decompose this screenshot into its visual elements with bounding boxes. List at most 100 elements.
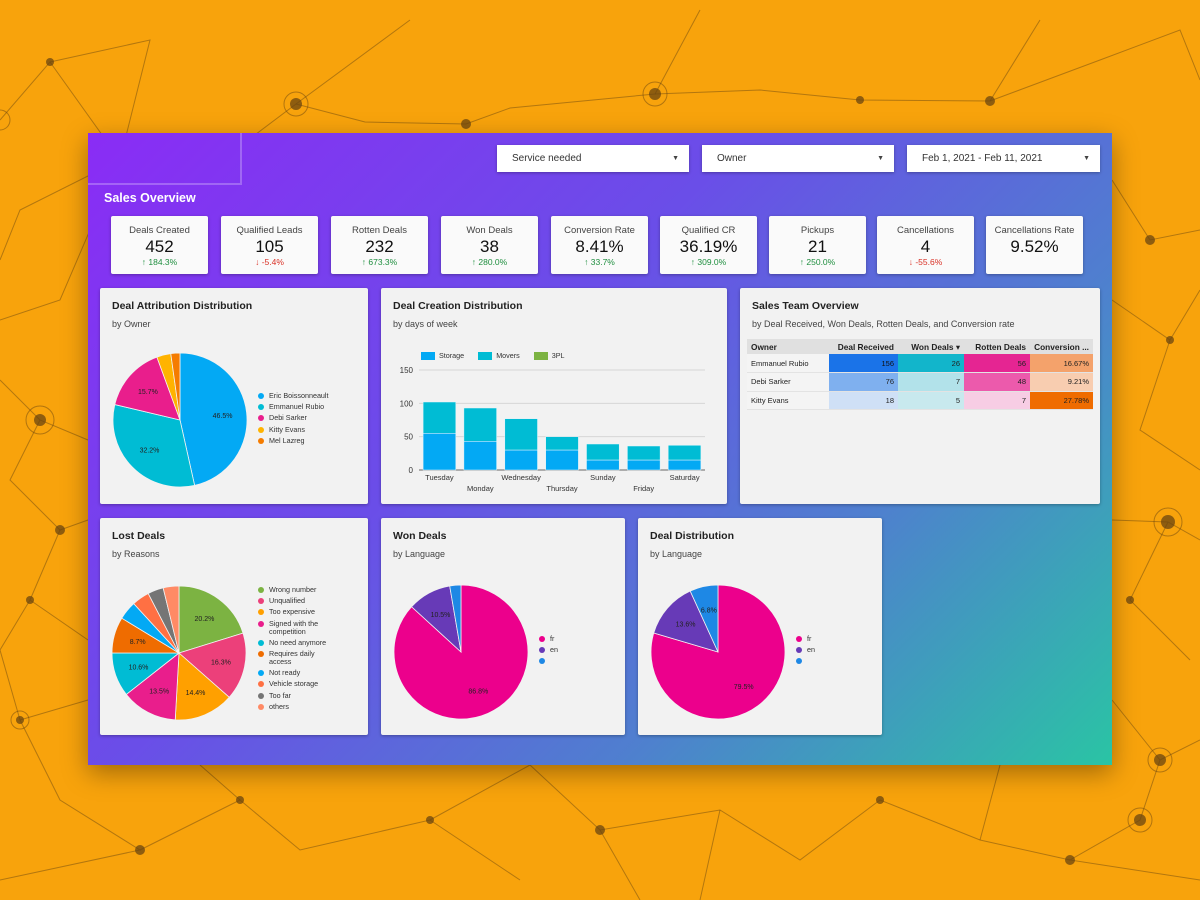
kpi-deals-created[interactable]: Deals Created 452 ↑ 184.3% [111, 216, 208, 274]
legend-item[interactable]: Eric Boissonneault [258, 392, 329, 400]
pie-slice[interactable] [449, 584, 462, 653]
arrow-down-icon: ↓ [908, 257, 913, 267]
legend-item[interactable]: Mel Lazreg [258, 436, 329, 445]
kpi-delta-value: -5.4% [261, 257, 284, 267]
legend-item[interactable]: Unqualified [258, 597, 366, 605]
owner-filter-dropdown[interactable]: Owner ▼ [702, 145, 894, 172]
bar-segment[interactable] [586, 443, 620, 461]
legend-item[interactable]: Vehicle storage [258, 680, 366, 688]
bar-segment[interactable] [667, 445, 702, 461]
kpi-value: 21 [808, 237, 827, 256]
cell-won-deals: 26 [898, 354, 964, 373]
kpi-won-deals[interactable]: Won Deals 38 ↑ 280.0% [441, 216, 538, 274]
legend-item[interactable] [539, 657, 558, 665]
bar-segment[interactable] [627, 445, 661, 461]
table-row[interactable]: Emmanuel Rubio 156 26 56 16.67% [747, 354, 1093, 373]
bar-segment[interactable] [586, 459, 620, 471]
column-header-conversion[interactable]: Conversion ... [1030, 339, 1093, 354]
service-filter-dropdown[interactable]: Service needed ▼ [497, 145, 689, 172]
pie-slice[interactable] [112, 404, 196, 488]
legend-item[interactable]: others [258, 702, 366, 711]
pie-slice[interactable] [650, 584, 786, 720]
legend-item[interactable]: Requires daily access [258, 649, 366, 666]
arrow-up-icon: ↑ [799, 257, 805, 267]
table-row[interactable]: Kitty Evans 18 5 7 27.78% [747, 391, 1093, 410]
kpi-value: 8.41% [575, 237, 624, 256]
cell-rotten-deals: 7 [964, 391, 1030, 410]
pie-chart-won-deals[interactable]: 86.8% 10.5% [381, 518, 625, 735]
legend-item[interactable]: Debi Sarker [258, 414, 329, 422]
kpi-rotten-deals[interactable]: Rotten Deals 232 ↑ 673.3% [331, 216, 428, 274]
pie-slice[interactable] [170, 352, 181, 421]
legend-item[interactable]: fr [539, 635, 558, 643]
bar-segment[interactable] [545, 449, 579, 471]
bar-segment[interactable] [463, 441, 497, 471]
pie-slice[interactable] [689, 584, 719, 653]
date-range-label: Feb 1, 2021 - Feb 11, 2021 [922, 153, 1043, 164]
kpi-value: 105 [255, 237, 284, 256]
legend-dot [258, 639, 264, 646]
pie-chart-attribution[interactable]: 46.5% 32.2% 15.7% [100, 288, 368, 504]
kpi-delta: ↑ 184.3% [111, 257, 208, 267]
table-row[interactable]: Debi Sarker 76 7 48 9.21% [747, 372, 1093, 392]
legend-item[interactable]: Storage [421, 352, 464, 360]
kpi-label: Pickups [800, 225, 835, 236]
kpi-cancellations-rate[interactable]: Cancellations Rate 9.52% [986, 216, 1083, 274]
date-range-picker[interactable]: Feb 1, 2021 - Feb 11, 2021 ▼ [907, 145, 1100, 172]
legend-item[interactable]: Too far [258, 691, 366, 700]
legend-item[interactable]: fr [796, 635, 815, 643]
column-header-owner[interactable]: Owner [747, 339, 829, 354]
legend-item[interactable]: en [539, 646, 558, 654]
pie-chart-lost-deals[interactable]: 20.2% 16.3% 14.4% 13.5% 10.6% 8.7% [100, 518, 368, 735]
pie-slice[interactable] [178, 632, 247, 698]
pie-slice[interactable] [162, 585, 180, 654]
legend-dot [258, 670, 264, 677]
sales-team-table: Owner Deal Received Won Deals ▾ Rotten D… [747, 339, 1093, 410]
legend-item[interactable]: Not ready [258, 669, 366, 677]
pie-slice[interactable] [114, 356, 181, 421]
legend-item[interactable]: Signed with the competition [258, 619, 366, 636]
kpi-pickups[interactable]: Pickups 21 ↑ 250.0% [769, 216, 866, 274]
cell-conversion: 27.78% [1030, 391, 1093, 410]
kpi-qualified-cr[interactable]: Qualified CR 36.19% ↑ 309.0% [660, 216, 757, 274]
legend-item[interactable]: No need anymore [258, 638, 366, 647]
legend-item[interactable]: 3PL [533, 352, 565, 360]
kpi-value: 232 [365, 237, 394, 256]
pie-slice[interactable] [125, 652, 180, 721]
bar-segment[interactable] [545, 436, 579, 451]
pie-chart-deal-distribution[interactable]: 79.5% 13.6% 6.8% [638, 518, 882, 735]
legend-item[interactable]: Too expensive [258, 608, 366, 616]
pie-slice[interactable] [174, 652, 230, 721]
pie-slice[interactable] [179, 352, 248, 486]
bar-segment[interactable] [504, 418, 538, 451]
legend-deal-distribution: fr en [796, 635, 815, 668]
x-tick-label: Thursday [546, 484, 578, 493]
bar-segment[interactable] [627, 459, 661, 471]
bar-segment[interactable] [422, 401, 457, 434]
bar-segment[interactable] [504, 449, 538, 471]
bar-segment[interactable] [422, 433, 457, 471]
legend-item[interactable]: Wrong number [258, 586, 366, 594]
kpi-delta-value: -55.6% [915, 257, 943, 267]
column-header-rotten-deals[interactable]: Rotten Deals [964, 339, 1030, 354]
legend-item[interactable]: Kitty Evans [258, 425, 329, 434]
kpi-conversion-rate[interactable]: Conversion Rate 8.41% ↑ 33.7% [551, 216, 648, 274]
bar-segment[interactable] [463, 407, 497, 442]
legend-item[interactable]: en [796, 646, 815, 654]
legend-dot [796, 647, 802, 654]
caret-down-icon: ▼ [877, 155, 884, 162]
dashboard: Service needed ▼ Owner ▼ Feb 1, 2021 - F… [88, 133, 1112, 765]
legend-item[interactable] [796, 657, 815, 665]
kpi-cancellations[interactable]: Cancellations 4 ↓ -55.6% [877, 216, 974, 274]
kpi-delta: ↓ -55.6% [877, 257, 974, 267]
bar-segment[interactable] [667, 459, 702, 471]
pie-slice[interactable] [178, 585, 244, 654]
bar-chart-creation[interactable]: 0 50 100 150 Tuesday Monday Wednesday Thursday S… [381, 288, 727, 504]
legend-item[interactable]: Emmanuel Rubio [258, 403, 329, 411]
legend-item[interactable]: Movers [478, 352, 520, 360]
column-header-won-deals[interactable]: Won Deals ▾ [898, 339, 964, 354]
column-header-deal-received[interactable]: Deal Received [829, 339, 898, 354]
pie-slice-label: 10.5% [431, 612, 451, 619]
pie-slice[interactable] [653, 590, 719, 653]
kpi-qualified-leads[interactable]: Qualified Leads 105 ↓ -5.4% [221, 216, 318, 274]
